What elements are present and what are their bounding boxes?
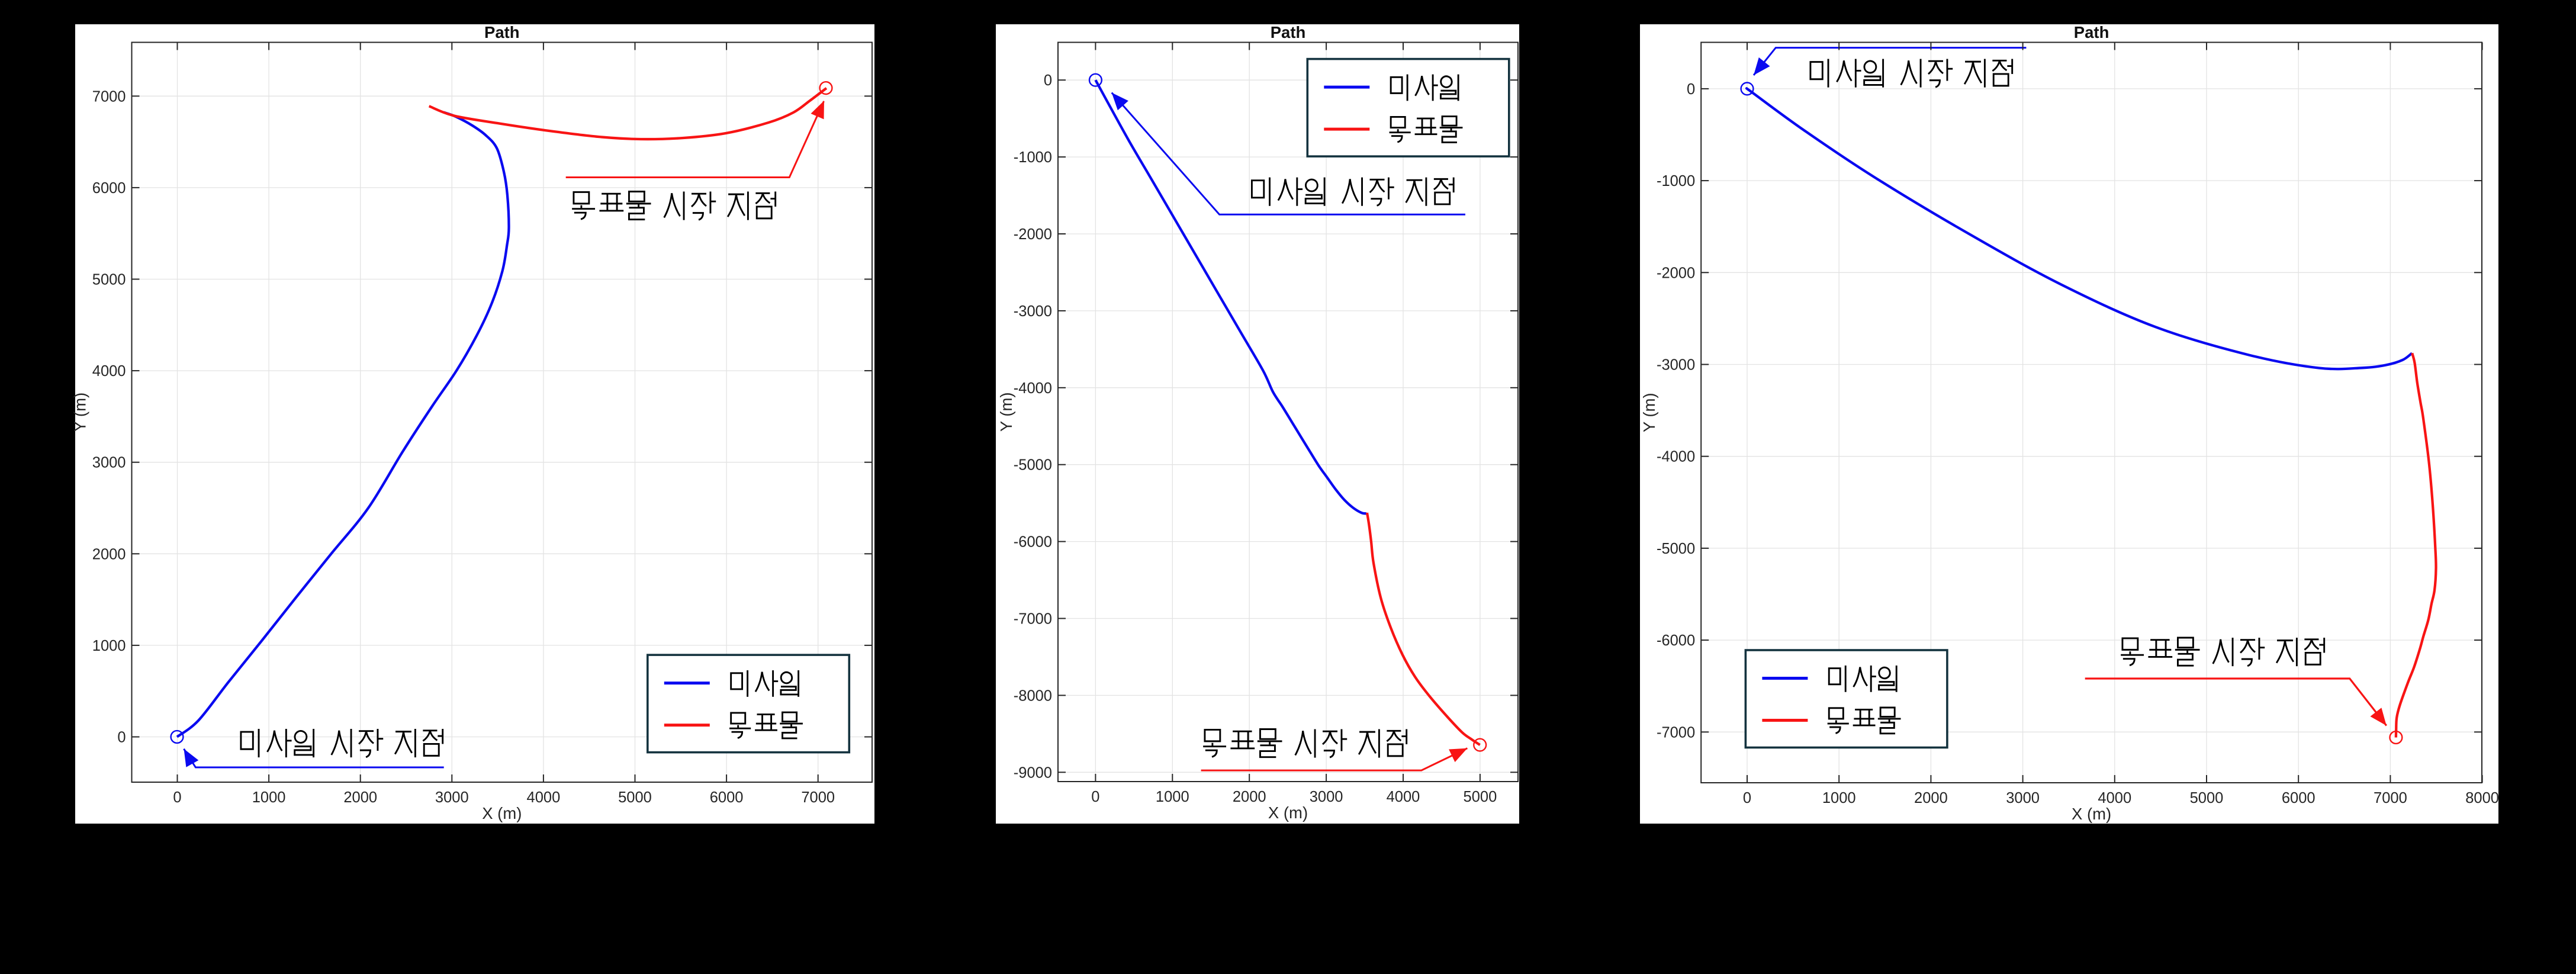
svg-text:X (m): X (m) xyxy=(482,804,522,822)
svg-text:-1000: -1000 xyxy=(1014,149,1052,166)
svg-text:3000: 3000 xyxy=(1310,789,1343,805)
svg-text:7000: 7000 xyxy=(92,88,126,105)
svg-text:-7000: -7000 xyxy=(1014,611,1052,628)
svg-text:1000: 1000 xyxy=(1156,789,1189,805)
svg-text:0: 0 xyxy=(173,789,181,806)
svg-text:5000: 5000 xyxy=(92,272,126,288)
svg-text:6000: 6000 xyxy=(2282,790,2315,806)
svg-text:2000: 2000 xyxy=(92,546,126,562)
svg-text:2000: 2000 xyxy=(343,789,377,806)
svg-text:5000: 5000 xyxy=(618,789,652,806)
svg-text:4000: 4000 xyxy=(2098,790,2131,806)
svg-text:7000: 7000 xyxy=(2374,790,2407,806)
svg-text:5000: 5000 xyxy=(1464,789,1497,805)
svg-text:Path: Path xyxy=(484,23,520,41)
svg-text:0: 0 xyxy=(1687,81,1695,98)
svg-text:-1000: -1000 xyxy=(1657,173,1695,189)
svg-text:-3000: -3000 xyxy=(1657,357,1695,374)
svg-text:-3000: -3000 xyxy=(1014,303,1052,320)
svg-text:2000: 2000 xyxy=(1233,789,1266,805)
svg-text:X (m): X (m) xyxy=(2072,805,2111,823)
svg-text:Path: Path xyxy=(2074,23,2109,41)
svg-text:-9000: -9000 xyxy=(1014,764,1052,781)
svg-text:0: 0 xyxy=(1743,790,1751,806)
svg-text:Y (m): Y (m) xyxy=(71,393,89,432)
svg-text:2000: 2000 xyxy=(1914,790,1948,806)
svg-text:-4000: -4000 xyxy=(1014,380,1052,397)
svg-text:3000: 3000 xyxy=(2006,790,2040,806)
svg-text:4000: 4000 xyxy=(92,363,126,380)
svg-text:-5000: -5000 xyxy=(1657,541,1695,557)
svg-text:1000: 1000 xyxy=(92,638,126,654)
svg-text:4000: 4000 xyxy=(527,789,561,806)
svg-text:0: 0 xyxy=(117,729,126,746)
svg-text:Y (m): Y (m) xyxy=(1640,393,1658,432)
svg-text:1000: 1000 xyxy=(1822,790,1856,806)
svg-text:-6000: -6000 xyxy=(1657,632,1695,649)
svg-text:0: 0 xyxy=(1044,72,1052,89)
svg-text:3000: 3000 xyxy=(92,455,126,471)
svg-text:0: 0 xyxy=(1091,789,1099,805)
svg-text:-7000: -7000 xyxy=(1657,724,1695,741)
svg-text:8000: 8000 xyxy=(2465,790,2499,806)
svg-text:-5000: -5000 xyxy=(1014,457,1052,474)
svg-text:1000: 1000 xyxy=(252,789,286,806)
svg-text:4000: 4000 xyxy=(1387,789,1420,805)
svg-text:-8000: -8000 xyxy=(1014,687,1052,704)
svg-text:5000: 5000 xyxy=(2190,790,2224,806)
svg-text:-4000: -4000 xyxy=(1657,449,1695,465)
svg-text:Path: Path xyxy=(1271,23,1306,41)
svg-text:Y (m): Y (m) xyxy=(997,392,1015,432)
svg-text:3000: 3000 xyxy=(435,789,469,806)
svg-text:6000: 6000 xyxy=(710,789,744,806)
svg-text:7000: 7000 xyxy=(801,789,835,806)
svg-text:-2000: -2000 xyxy=(1657,265,1695,281)
svg-text:-2000: -2000 xyxy=(1014,226,1052,243)
svg-text:X (m): X (m) xyxy=(1268,803,1308,822)
svg-text:6000: 6000 xyxy=(92,180,126,197)
svg-text:-6000: -6000 xyxy=(1014,534,1052,551)
